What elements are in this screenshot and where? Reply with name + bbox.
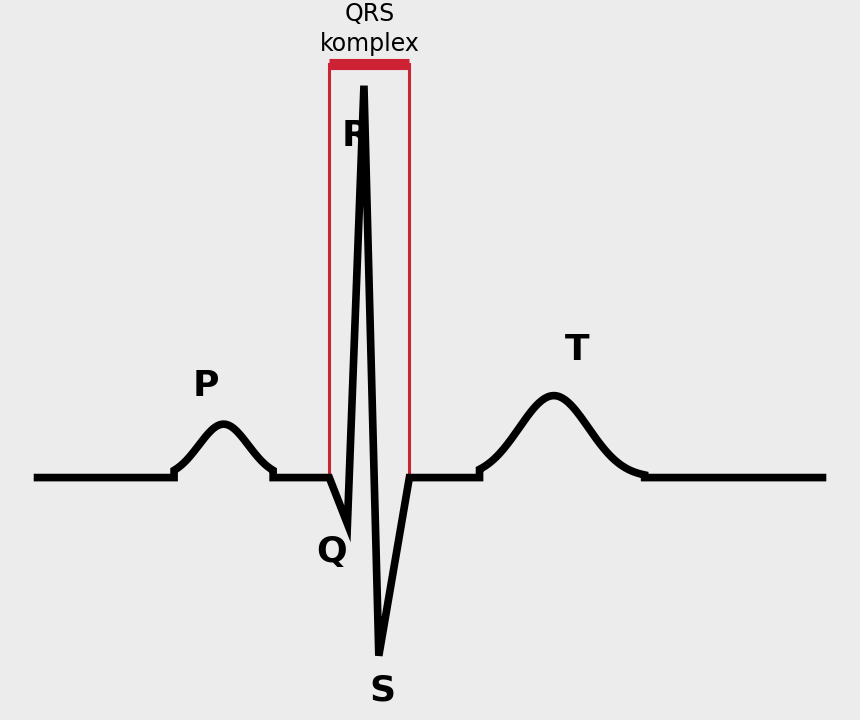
Text: T: T: [565, 333, 589, 367]
Text: QRS
komplex: QRS komplex: [319, 2, 420, 55]
Text: Q: Q: [316, 534, 347, 569]
Text: P: P: [192, 369, 218, 402]
Text: S: S: [369, 673, 396, 708]
Text: R: R: [341, 120, 370, 153]
